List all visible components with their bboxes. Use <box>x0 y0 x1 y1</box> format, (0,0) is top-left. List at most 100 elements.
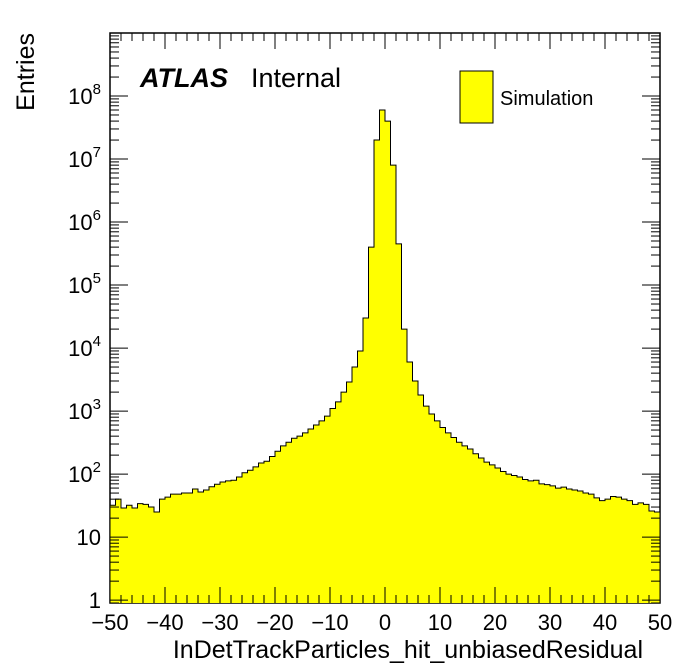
histogram-bar <box>566 488 573 603</box>
histogram-bar <box>627 500 633 603</box>
histogram-bar <box>203 489 210 603</box>
histogram-bar <box>467 449 474 603</box>
histogram-bar <box>517 476 523 603</box>
y-tick-label: 102 <box>68 459 101 487</box>
histogram-bar <box>418 394 424 603</box>
histogram-bar <box>363 318 369 603</box>
histogram-bar <box>616 497 622 603</box>
histogram-bar <box>423 406 430 603</box>
histogram-bar <box>451 437 457 603</box>
histogram-bar <box>275 451 281 603</box>
y-tick-labels: 1 10 102 103 104 105 106 107 108 <box>68 81 101 613</box>
histogram-bar <box>121 507 127 603</box>
x-tick-labels: −50 −40 −30 −20 −10 0 10 20 30 40 50 <box>91 610 672 635</box>
x-tick-label: −20 <box>256 610 293 635</box>
x-tick-label: 30 <box>538 610 562 635</box>
histogram-bar <box>434 420 441 603</box>
histogram-bar <box>286 442 292 603</box>
histogram-bar <box>506 474 512 603</box>
histogram-bar <box>500 471 507 603</box>
y-tick-label: 1 <box>89 588 101 613</box>
histogram-bar <box>313 425 320 603</box>
histogram-bar <box>561 487 567 603</box>
histogram-bar <box>368 247 375 604</box>
histogram-bar <box>346 381 353 603</box>
y-tick-label: 104 <box>68 333 101 361</box>
histogram-bar <box>258 462 265 603</box>
histogram-bar <box>154 512 160 603</box>
histogram-bar <box>407 362 413 603</box>
histogram-bar <box>550 485 556 603</box>
histogram-bar <box>440 427 446 603</box>
legend-label: Simulation <box>500 88 593 110</box>
x-tick-label: −10 <box>311 610 348 635</box>
histogram-bar <box>291 438 298 603</box>
histogram-bar <box>214 484 221 603</box>
histogram-bar <box>297 436 303 603</box>
y-tick-label: 10 <box>77 525 101 550</box>
y-tick-label: 106 <box>68 207 101 235</box>
histogram-bars <box>109 109 661 604</box>
histogram-bar <box>528 480 534 603</box>
histogram-bar <box>352 367 358 603</box>
y-tick-label: 108 <box>68 81 101 109</box>
histogram-bar <box>396 243 402 604</box>
histogram-bar <box>357 350 364 603</box>
legend: Simulation <box>459 70 593 124</box>
histogram-bar <box>572 489 578 603</box>
histogram-bar <box>605 499 611 603</box>
x-tick-label: −50 <box>91 610 128 635</box>
histogram-bar <box>621 499 628 603</box>
histogram-bar <box>159 499 166 603</box>
histogram-bar <box>269 456 276 603</box>
histogram-bar <box>594 497 600 603</box>
histogram-bar <box>220 481 226 603</box>
histogram-bar <box>137 503 144 603</box>
x-tick-label: 20 <box>483 610 507 635</box>
histogram-bar <box>330 408 336 603</box>
histogram-bar <box>539 483 545 603</box>
histogram-bar <box>170 494 177 603</box>
histogram-bar <box>544 484 551 603</box>
status-label: Internal <box>251 63 341 93</box>
histogram-bar <box>209 486 215 603</box>
histogram-bar <box>478 458 485 603</box>
histogram-bar <box>132 507 138 603</box>
histogram-bar <box>225 480 232 603</box>
histogram-bar <box>583 493 589 603</box>
histogram-bar <box>511 475 518 603</box>
histogram-bar <box>429 413 435 603</box>
histogram-bar <box>143 504 149 603</box>
histogram-bar <box>489 464 496 603</box>
x-tick-label: 40 <box>593 610 617 635</box>
x-tick-label: 10 <box>428 610 452 635</box>
histogram-bar <box>385 121 391 603</box>
histogram-bar <box>588 494 595 603</box>
histogram-bar <box>577 490 584 603</box>
histogram-bar <box>445 432 452 603</box>
histogram-bar <box>335 401 342 603</box>
histogram-bar <box>412 381 419 603</box>
histogram-bar <box>649 510 655 603</box>
histogram-bar <box>302 432 309 603</box>
histogram-bar <box>280 445 287 603</box>
histogram-bar <box>390 165 397 604</box>
histogram-bar <box>374 140 380 604</box>
histogram-bar <box>165 497 171 603</box>
histogram-bar <box>643 504 650 603</box>
histogram-bar <box>308 428 314 603</box>
x-tick-label: 0 <box>379 610 391 635</box>
histogram-bar <box>654 512 661 603</box>
histogram-bar <box>242 472 248 603</box>
histogram-bar <box>253 466 259 603</box>
histogram-bar <box>555 488 562 603</box>
x-tick-label: 50 <box>648 610 672 635</box>
histogram-bar <box>533 480 540 603</box>
histogram-bar <box>632 504 639 603</box>
histogram-bar <box>638 502 644 603</box>
histogram-bar <box>231 480 237 603</box>
histogram-bar <box>110 505 116 603</box>
x-tick-label: −30 <box>201 610 238 635</box>
histogram-bar <box>456 442 463 603</box>
